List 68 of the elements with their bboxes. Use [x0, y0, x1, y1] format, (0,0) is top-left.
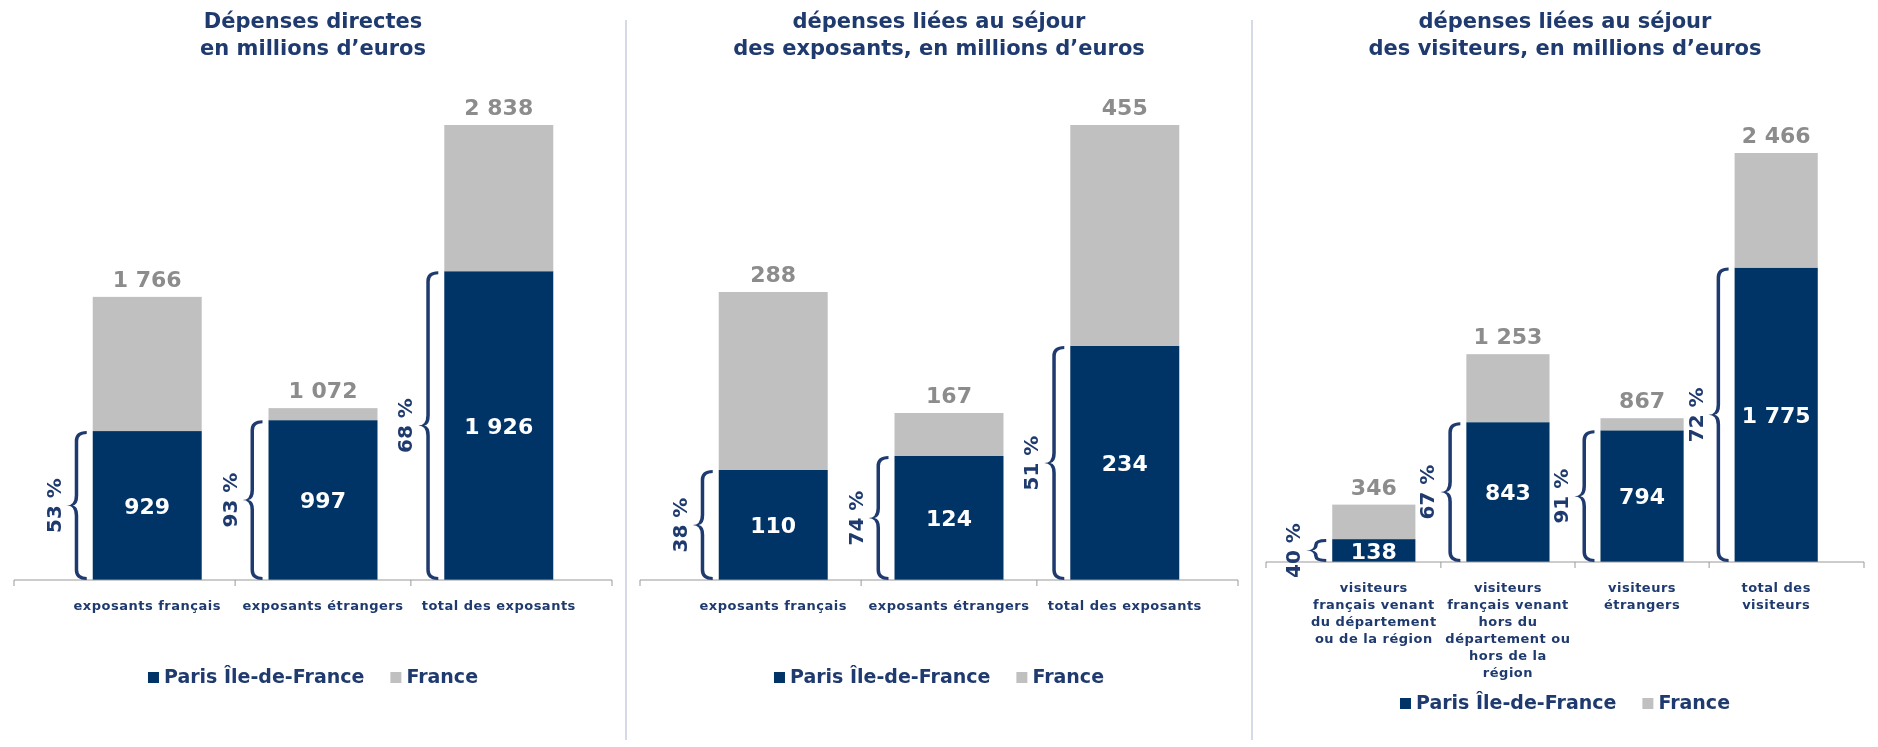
x-tick-label: total des exposants [421, 598, 576, 613]
bar [1600, 430, 1684, 562]
annotation: 72 % [1683, 387, 1708, 443]
x-tick-label: exposants français [73, 598, 221, 613]
chart-title: dépenses liées au séjour des exposants, en millions d’euros [733, 9, 1145, 60]
bar [1734, 267, 1818, 562]
legend-label: France [1658, 691, 1731, 713]
bar [92, 431, 202, 580]
total-label: 867 [1619, 388, 1666, 414]
x-tick-label: visiteurs français venant du département ou de la région [1311, 580, 1437, 646]
annotation: 67 % [1415, 464, 1440, 520]
x-tick-label: exposants français [699, 598, 847, 613]
annotation: 53 % [41, 478, 66, 533]
total-label: 1 253 [1473, 324, 1543, 350]
bar [1070, 125, 1180, 346]
bar [444, 271, 554, 580]
bar [1600, 418, 1684, 431]
annotation: 40 % [1281, 523, 1306, 578]
legend-label: Paris Île-de-France [1415, 691, 1617, 713]
total-label: 2 466 [1741, 123, 1811, 148]
total-label: 346 [1350, 474, 1397, 500]
bar [894, 413, 1004, 456]
total-label: 288 [750, 262, 797, 287]
data-label: 794 [1619, 484, 1666, 510]
annotation: 51 % [1019, 435, 1044, 491]
data-label: 110 [750, 513, 797, 538]
bar [92, 296, 202, 432]
legend-label: France [406, 665, 479, 687]
x-tick-label: visiteurs français venant hors du département ou hors de la région [1445, 580, 1571, 680]
x-tick-label: total des visiteurs [1741, 580, 1811, 612]
chart-title: Dépenses directes en millions d’euros [200, 9, 426, 60]
chart-title: dépenses liées au séjour des visiteurs, en millions d’euros [1368, 9, 1762, 60]
x-tick-label: exposants étrangers [868, 598, 1030, 613]
total-label: 2 838 [464, 95, 534, 120]
bar [1070, 346, 1180, 580]
bar [1466, 422, 1550, 562]
data-label: 1 926 [464, 413, 534, 439]
annotation: 91 % [1549, 468, 1574, 524]
x-tick-label: total des exposants [1047, 598, 1202, 613]
total-label: 1 766 [112, 266, 182, 292]
bar [268, 420, 378, 580]
bar [1734, 153, 1818, 268]
data-label: 124 [926, 506, 972, 531]
data-label: 929 [124, 493, 171, 519]
data-label: 138 [1350, 538, 1397, 564]
total-label: 455 [1101, 95, 1148, 120]
bar [718, 470, 828, 580]
annotation: 38 % [667, 497, 692, 553]
data-label: 843 [1484, 480, 1531, 506]
bar [1332, 504, 1416, 540]
total-label: 1 072 [288, 378, 358, 404]
bar [718, 292, 828, 470]
data-label: 1 775 [1741, 402, 1811, 428]
bar [894, 456, 1004, 580]
total-label: 167 [926, 383, 972, 408]
bar [444, 125, 554, 272]
x-tick-label: exposants étrangers [242, 598, 404, 613]
bar [1466, 354, 1550, 423]
annotation: 74 % [843, 490, 868, 546]
data-label: 234 [1101, 451, 1148, 476]
bar [268, 408, 378, 421]
data-label: 997 [300, 488, 346, 514]
annotation: 68 % [393, 398, 418, 454]
legend-label: France [1032, 665, 1105, 687]
legend-label: Paris Île-de-France [789, 665, 991, 687]
x-tick-label: visiteurs étrangers [1603, 580, 1681, 612]
legend-label: Paris Île-de-France [163, 665, 365, 687]
annotation: 93 % [217, 472, 242, 528]
